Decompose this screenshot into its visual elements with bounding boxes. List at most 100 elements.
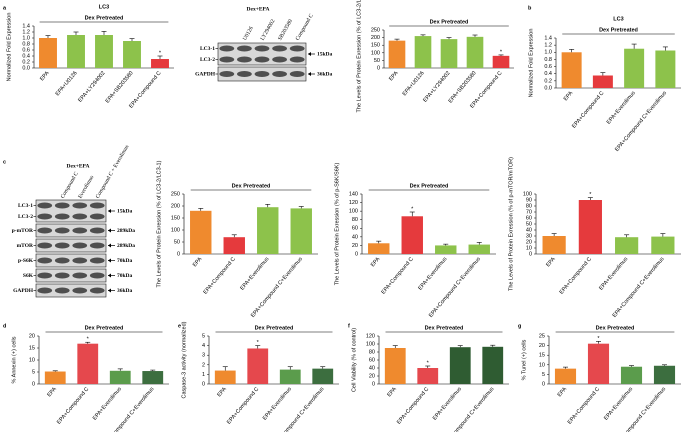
bar: [290, 208, 312, 254]
blot-band: [72, 213, 88, 220]
y-axis-label: Normalized Fold Expression: [6, 13, 12, 82]
y-tick-label: 200: [371, 35, 380, 41]
blot-band: [72, 257, 88, 264]
row-label: mTOR: [17, 243, 34, 249]
x-tick-label: EPA+SB203580: [448, 70, 478, 104]
y-tick-label: 0.8: [22, 41, 30, 47]
bar: [414, 36, 432, 68]
panel-letter: g: [518, 323, 521, 329]
blot-band: [89, 213, 105, 220]
blot-band: [219, 56, 235, 63]
y-tick-label: 0: [177, 251, 180, 257]
y-tick-label: 1: [202, 372, 205, 378]
y-tick-label: 60: [526, 215, 532, 221]
x-tick-label: EPA+Everolimus: [262, 386, 293, 421]
bar: [466, 36, 484, 68]
y-tick-label: 40: [526, 227, 532, 233]
blot-band: [54, 257, 70, 264]
bar: [482, 346, 504, 384]
y-tick-label: 1.0: [544, 50, 552, 56]
bar: [368, 243, 390, 254]
x-tick-label: EPA+Compound C+Everolimus: [614, 90, 668, 153]
bar: [151, 59, 169, 68]
x-tick-label: EPA: [39, 70, 51, 82]
y-axis-label: Cell Viability (% of control): [351, 328, 357, 392]
y-tick-label: 5: [202, 333, 205, 339]
blot-band: [254, 56, 270, 63]
lane-label: LY294002: [260, 18, 277, 41]
blot-band: [54, 272, 70, 279]
x-tick-label: EPA+Compound C: [203, 256, 237, 295]
bar: [655, 50, 676, 88]
bar: [67, 35, 85, 68]
blot-title: Dex+EPA: [67, 163, 90, 169]
blot-band: [37, 272, 53, 279]
blot-band: [289, 71, 305, 77]
y-tick-label: 100: [171, 227, 180, 233]
x-tick-label: EPA: [216, 386, 228, 398]
x-tick-label: EPA+Compound C+Everolimus: [442, 386, 496, 432]
bar: [651, 236, 675, 254]
row-label: LC3-1: [18, 203, 33, 209]
bar: [39, 38, 57, 68]
blot-band: [289, 45, 305, 52]
bar: [435, 245, 457, 254]
y-tick-label: 150: [171, 215, 180, 221]
row-label: GAPDH: [195, 71, 216, 77]
blot-band: [37, 213, 53, 220]
bar: [578, 200, 602, 254]
annotation: Dex Pretreated: [255, 325, 294, 331]
significance-star: *: [427, 360, 430, 366]
x-tick-label: EPA+Everolimus: [432, 386, 463, 421]
blot-band: [72, 287, 88, 294]
y-tick-label: 150: [371, 43, 380, 49]
y-tick-label: 80: [352, 217, 358, 223]
y-tick-label: 10: [526, 245, 532, 251]
size-label: 15kDa: [317, 51, 333, 57]
size-arrow-head: [108, 228, 111, 233]
bar: [123, 41, 141, 68]
blot-band: [219, 45, 235, 52]
blot-band: [37, 242, 53, 249]
bar: [312, 368, 334, 384]
significance-star: *: [500, 49, 503, 55]
blot-band: [254, 71, 270, 77]
size-arrow-head: [108, 273, 111, 278]
blot-band: [89, 202, 105, 209]
significance-star: *: [159, 50, 162, 56]
size-arrow-head: [308, 72, 311, 76]
row-label: p-mTOR: [12, 228, 34, 234]
x-tick-label: EPA+Compound C: [381, 256, 415, 295]
blot-band: [89, 272, 105, 279]
lane-label: Compound C + Everolimus: [95, 144, 131, 200]
y-tick-label: 0: [202, 381, 205, 387]
bar: [449, 347, 471, 384]
x-tick-label: EPA+Everolimus: [417, 256, 448, 291]
y-tick-label: 0: [542, 381, 545, 387]
y-tick-label: 140: [349, 191, 358, 197]
row-label: LC3-2: [200, 57, 215, 63]
y-tick-label: 0.0: [544, 85, 552, 91]
bar: [417, 368, 439, 384]
y-tick-label: 0.8: [544, 57, 552, 63]
y-tick-label: 100: [523, 191, 532, 197]
annotation: Dex Pretreated: [232, 183, 271, 189]
bar: [190, 210, 212, 254]
annotation: Dex Pretreated: [425, 325, 464, 331]
size-arrow-head: [108, 258, 111, 263]
bar: [388, 40, 406, 68]
x-tick-label: EPA+U0126: [55, 70, 79, 97]
y-tick-label: 20: [526, 239, 532, 245]
y-tick-label: 50: [374, 58, 380, 64]
blot-title: Dex+EPA: [247, 6, 270, 12]
bar: [401, 216, 423, 254]
panel-letter: d: [3, 323, 6, 329]
y-tick-label: 250: [371, 27, 380, 33]
annotation: Dex Pretreated: [430, 19, 469, 25]
x-tick-label: EPA+SB203580: [105, 70, 135, 104]
annotation: Dex Pretreated: [410, 183, 449, 189]
panel-letter: f: [348, 323, 350, 329]
x-tick-label: EPA+Compound C: [128, 70, 162, 109]
row-label: LC3-2: [18, 214, 33, 220]
